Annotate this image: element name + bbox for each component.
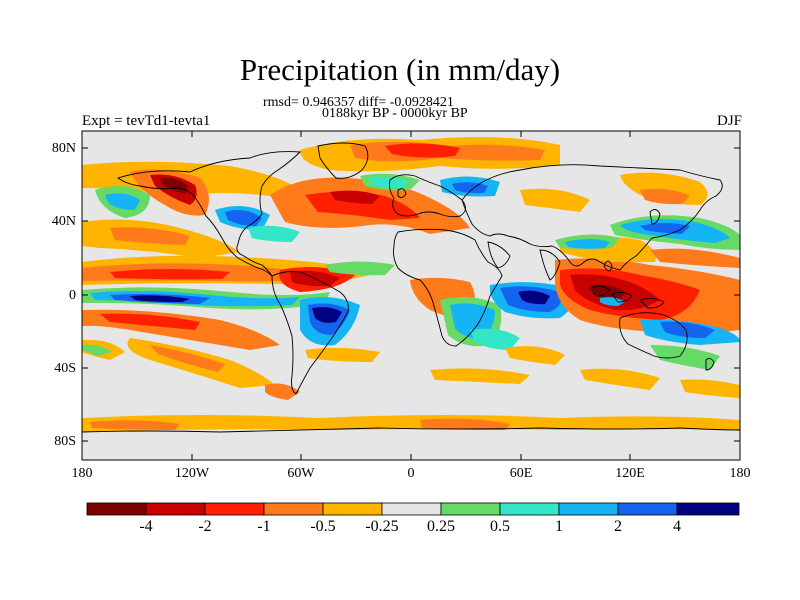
lon-label: 0 (407, 466, 415, 481)
lon-label: 60E (509, 466, 533, 481)
colorbar-bin (145, 502, 206, 516)
colorbar-label: -1 (257, 518, 271, 535)
colorbar-bin (440, 502, 501, 516)
colorbar-bin (263, 502, 324, 516)
colorbar-label: 0.5 (490, 518, 510, 535)
colorbar-label: 1 (555, 518, 563, 535)
colorbar-bin (617, 502, 678, 516)
lat-label: 0 (69, 288, 76, 303)
stats-line: rmsd= 0.946357 diff= -0.0928421 (263, 95, 454, 110)
colorbar-bin (322, 502, 383, 516)
lon-label: 120W (174, 466, 210, 481)
lat-label: 40S (54, 361, 76, 376)
colorbar-bin (558, 502, 619, 516)
lon-label: 60W (287, 466, 315, 481)
colorbar-label: -0.5 (310, 518, 336, 535)
colorbar-bin (676, 502, 740, 516)
colorbar-label: -4 (139, 518, 153, 535)
period-line: 0188kyr BP - 0000kyr BP (322, 106, 468, 121)
colorbar-bin (381, 502, 442, 516)
colorbar-label: 2 (614, 518, 622, 535)
lon-label: 120E (615, 466, 645, 481)
precip-anomaly-field (82, 136, 740, 460)
colorbar (86, 502, 740, 516)
lat-label: 80S (54, 434, 76, 449)
colorbar-label: 0.25 (427, 518, 455, 535)
lon-label: 180 (729, 466, 751, 481)
experiment-label: Expt = tevTd1-tevta1 (82, 113, 211, 129)
lon-label: 180 (71, 466, 93, 481)
colorbar-bin (499, 502, 560, 516)
colorbar-label: -0.25 (365, 518, 399, 535)
lat-label: 40N (51, 214, 76, 229)
chart-title: Precipitation (in mm/day) (239, 52, 561, 87)
colorbar-label: -2 (198, 518, 212, 535)
lat-label: 80N (51, 141, 76, 156)
colorbar-label: 4 (673, 518, 681, 535)
colorbar-bin (204, 502, 265, 516)
season-label: DJF (716, 113, 742, 129)
coastlines (82, 142, 740, 433)
colorbar-bin (86, 502, 147, 516)
axis-ticks (82, 131, 740, 460)
